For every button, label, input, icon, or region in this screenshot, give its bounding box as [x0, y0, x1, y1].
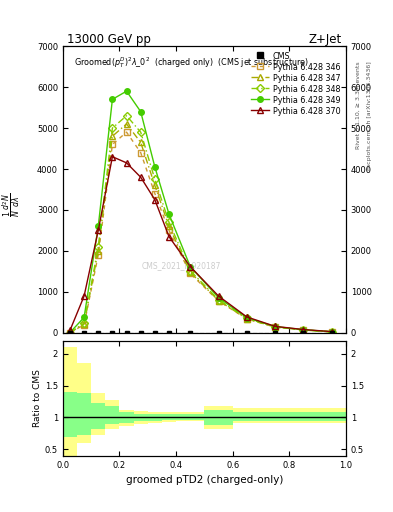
Pythia 6.428 348	[124, 113, 129, 119]
Pythia 6.428 347	[110, 133, 115, 139]
Pythia 6.428 370	[110, 154, 115, 160]
Pythia 6.428 347	[96, 248, 101, 254]
Pythia 6.428 370	[273, 323, 277, 329]
Line: Pythia 6.428 346: Pythia 6.428 346	[67, 130, 334, 335]
Pythia 6.428 347	[188, 269, 193, 275]
Pythia 6.428 347	[167, 223, 171, 229]
Line: Pythia 6.428 348: Pythia 6.428 348	[67, 113, 334, 335]
Pythia 6.428 370	[167, 233, 171, 240]
Pythia 6.428 347	[216, 297, 221, 304]
Pythia 6.428 349	[138, 109, 143, 115]
Pythia 6.428 348	[167, 219, 171, 225]
Pythia 6.428 348	[301, 327, 306, 333]
Pythia 6.428 349	[152, 164, 157, 170]
Pythia 6.428 349	[216, 294, 221, 301]
Pythia 6.428 348	[216, 296, 221, 303]
Pythia 6.428 347	[152, 182, 157, 188]
Text: Z+Jet: Z+Jet	[309, 33, 342, 46]
Pythia 6.428 370	[124, 160, 129, 166]
Pythia 6.428 346	[152, 190, 157, 197]
Pythia 6.428 370	[216, 293, 221, 299]
Pythia 6.428 347	[244, 316, 249, 322]
Text: 13000 GeV pp: 13000 GeV pp	[67, 33, 151, 46]
Pythia 6.428 347	[138, 139, 143, 145]
Line: Pythia 6.428 349: Pythia 6.428 349	[67, 89, 334, 335]
Pythia 6.428 346	[188, 270, 193, 276]
Pythia 6.428 349	[167, 211, 171, 217]
Pythia 6.428 346	[138, 150, 143, 156]
Text: $\frac{1}{N}\frac{d^2N}{d\lambda}$: $\frac{1}{N}\frac{d^2N}{d\lambda}$	[2, 193, 22, 217]
Pythia 6.428 370	[68, 327, 72, 333]
Pythia 6.428 348	[329, 329, 334, 335]
Text: Rivet 3.1.10, ≥ 3.3M events: Rivet 3.1.10, ≥ 3.3M events	[356, 61, 361, 149]
X-axis label: groomed pTD2 (charged-only): groomed pTD2 (charged-only)	[126, 475, 283, 485]
Pythia 6.428 347	[273, 324, 277, 330]
Pythia 6.428 347	[68, 330, 72, 336]
Pythia 6.428 348	[96, 244, 101, 250]
Pythia 6.428 347	[82, 321, 86, 327]
Y-axis label: Ratio to CMS: Ratio to CMS	[33, 369, 42, 427]
Pythia 6.428 346	[110, 141, 115, 147]
Pythia 6.428 346	[244, 316, 249, 322]
Pythia 6.428 346	[329, 329, 334, 335]
Pythia 6.428 349	[301, 327, 306, 333]
Pythia 6.428 346	[124, 129, 129, 135]
Pythia 6.428 348	[82, 320, 86, 326]
Pythia 6.428 370	[96, 227, 101, 233]
Pythia 6.428 346	[301, 327, 306, 333]
Pythia 6.428 349	[244, 315, 249, 321]
Pythia 6.428 349	[124, 88, 129, 94]
Pythia 6.428 348	[244, 315, 249, 322]
Pythia 6.428 346	[96, 252, 101, 258]
Pythia 6.428 349	[110, 96, 115, 102]
Pythia 6.428 349	[68, 330, 72, 336]
Text: mcplots.cern.ch [arXiv:1306.3436]: mcplots.cern.ch [arXiv:1306.3436]	[367, 61, 373, 170]
Legend: CMS, Pythia 6.428 346, Pythia 6.428 347, Pythia 6.428 348, Pythia 6.428 349, Pyt: CMS, Pythia 6.428 346, Pythia 6.428 347,…	[249, 50, 342, 117]
Pythia 6.428 349	[273, 324, 277, 330]
Pythia 6.428 349	[96, 223, 101, 229]
Pythia 6.428 370	[188, 264, 193, 270]
Pythia 6.428 370	[82, 293, 86, 299]
Pythia 6.428 347	[124, 121, 129, 127]
Pythia 6.428 346	[167, 227, 171, 233]
Text: Groomed$(p_T^D)^2\lambda\_0^2$  (charged only)  (CMS jet substructure): Groomed$(p_T^D)^2\lambda\_0^2$ (charged …	[74, 55, 309, 70]
Pythia 6.428 370	[152, 197, 157, 203]
Pythia 6.428 348	[188, 268, 193, 274]
Pythia 6.428 348	[110, 125, 115, 131]
Pythia 6.428 370	[329, 329, 334, 335]
Pythia 6.428 347	[301, 327, 306, 333]
Line: Pythia 6.428 370: Pythia 6.428 370	[67, 154, 334, 334]
Pythia 6.428 370	[301, 327, 306, 333]
Pythia 6.428 346	[68, 330, 72, 336]
Pythia 6.428 348	[138, 129, 143, 135]
Pythia 6.428 349	[188, 264, 193, 270]
Pythia 6.428 347	[329, 329, 334, 335]
Pythia 6.428 346	[273, 324, 277, 330]
Line: Pythia 6.428 347: Pythia 6.428 347	[67, 121, 334, 335]
Pythia 6.428 370	[244, 314, 249, 320]
Pythia 6.428 346	[216, 298, 221, 304]
Text: CMS_2021_I1920187: CMS_2021_I1920187	[142, 261, 221, 270]
Pythia 6.428 348	[152, 176, 157, 182]
Pythia 6.428 370	[138, 174, 143, 180]
Pythia 6.428 348	[273, 324, 277, 330]
Pythia 6.428 346	[82, 322, 86, 328]
Pythia 6.428 349	[82, 314, 86, 321]
Pythia 6.428 349	[329, 329, 334, 335]
Pythia 6.428 348	[68, 330, 72, 336]
